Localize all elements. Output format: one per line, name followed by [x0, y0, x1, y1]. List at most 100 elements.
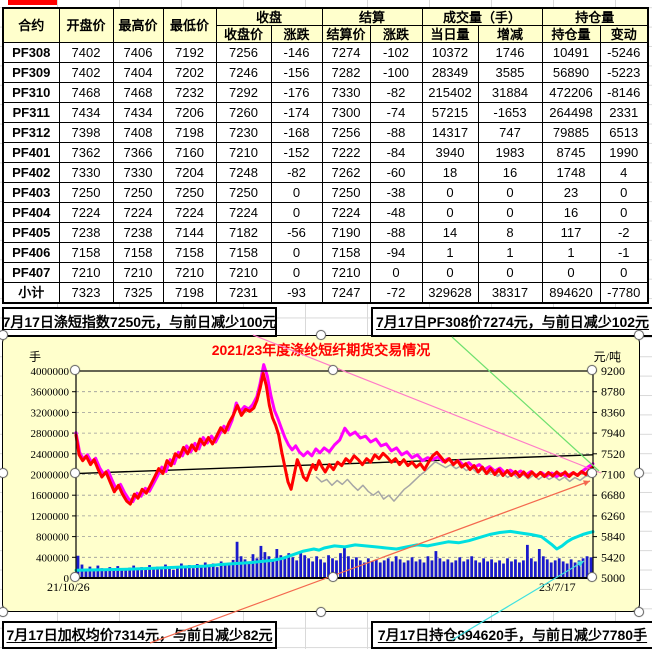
chart-selection-handle[interactable] — [316, 607, 326, 617]
chart-selection-handle[interactable] — [634, 330, 644, 340]
value-cell[interactable]: 18 — [421, 162, 479, 183]
value-cell[interactable]: -93 — [270, 282, 323, 304]
contract-cell[interactable]: PF406 — [2, 242, 60, 263]
value-cell[interactable]: -60 — [369, 162, 423, 183]
value-cell[interactable]: 1 — [421, 242, 479, 263]
contract-cell[interactable]: PF309 — [2, 62, 60, 83]
value-cell[interactable]: 7210 — [321, 262, 371, 283]
value-cell[interactable]: 7247 — [321, 282, 371, 304]
value-cell[interactable]: 79885 — [541, 122, 601, 143]
value-cell[interactable]: -1 — [599, 242, 649, 263]
value-cell[interactable]: 7330 — [58, 162, 114, 183]
value-cell[interactable]: 7248 — [215, 162, 272, 183]
value-cell[interactable]: 0 — [421, 262, 479, 283]
value-cell[interactable]: -5246 — [599, 42, 649, 63]
table-row[interactable]: PF309 7402 7404 7202 7246 -156 7282 -100 28349 35… — [2, 62, 649, 83]
value-cell[interactable]: 7330 — [112, 162, 164, 183]
plot-selection-handle[interactable] — [587, 365, 597, 375]
value-cell[interactable]: -38 — [369, 182, 423, 203]
value-cell[interactable]: 7182 — [215, 222, 272, 243]
plot-selection-handle[interactable] — [328, 572, 338, 582]
value-cell[interactable]: 0 — [421, 202, 479, 223]
value-cell[interactable]: 329628 — [421, 282, 479, 304]
value-cell[interactable]: 7250 — [112, 182, 164, 203]
value-cell[interactable]: 894620 — [541, 282, 601, 304]
value-cell[interactable]: 10491 — [541, 42, 601, 63]
contract-cell[interactable]: PF311 — [2, 102, 60, 123]
value-cell[interactable]: 7398 — [58, 122, 114, 143]
value-cell[interactable]: 0 — [541, 262, 601, 283]
value-cell[interactable]: 7434 — [58, 102, 114, 123]
value-cell[interactable]: -82 — [369, 82, 423, 103]
value-cell[interactable]: 7238 — [58, 222, 114, 243]
value-cell[interactable]: 7246 — [215, 62, 272, 83]
table-row[interactable]: PF403 7250 7250 7250 7250 0 7250 -38 0 0 23 0 — [2, 182, 649, 203]
value-cell[interactable]: 7468 — [58, 82, 114, 103]
value-cell[interactable]: 1 — [477, 242, 543, 263]
contract-cell[interactable]: PF310 — [2, 82, 60, 103]
table-row[interactable]: PF405 7238 7238 7144 7182 -56 7190 -88 14 8 117 -2 — [2, 222, 649, 243]
table-row[interactable]: PF407 7210 7210 7210 7210 0 7210 0 0 0 0 0 — [2, 262, 649, 283]
value-cell[interactable]: 57215 — [421, 102, 479, 123]
value-cell[interactable]: 7366 — [112, 142, 164, 163]
value-cell[interactable]: 7158 — [58, 242, 114, 263]
contract-cell[interactable]: PF401 — [2, 142, 60, 163]
value-cell[interactable]: -82 — [270, 162, 323, 183]
value-cell[interactable]: 7198 — [162, 122, 217, 143]
value-cell[interactable]: 7224 — [58, 202, 114, 223]
value-cell[interactable]: 7250 — [321, 182, 371, 203]
value-cell[interactable]: 0 — [270, 182, 323, 203]
value-cell[interactable]: -2 — [599, 222, 649, 243]
value-cell[interactable]: 7204 — [162, 162, 217, 183]
value-cell[interactable]: 0 — [477, 182, 543, 203]
table-row[interactable]: PF308 7402 7406 7192 7256 -146 7274 -102 10372 17… — [2, 42, 649, 63]
value-cell[interactable]: 7144 — [162, 222, 217, 243]
value-cell[interactable]: 7362 — [58, 142, 114, 163]
value-cell[interactable]: 7292 — [215, 82, 272, 103]
value-cell[interactable]: 7325 — [112, 282, 164, 304]
value-cell[interactable]: 7192 — [162, 42, 217, 63]
value-cell[interactable]: 6513 — [599, 122, 649, 143]
value-cell[interactable]: 0 — [421, 182, 479, 203]
value-cell[interactable]: -94 — [369, 242, 423, 263]
value-cell[interactable]: 28349 — [421, 62, 479, 83]
value-cell[interactable]: -88 — [369, 122, 423, 143]
value-cell[interactable]: 10372 — [421, 42, 479, 63]
value-cell[interactable]: -48 — [369, 202, 423, 223]
contract-cell[interactable]: PF402 — [2, 162, 60, 183]
contract-cell[interactable]: PF308 — [2, 42, 60, 63]
value-cell[interactable]: 0 — [599, 182, 649, 203]
value-cell[interactable]: 0 — [270, 262, 323, 283]
value-cell[interactable]: 7402 — [58, 42, 114, 63]
value-cell[interactable]: 1748 — [541, 162, 601, 183]
value-cell[interactable]: 7202 — [162, 62, 217, 83]
value-cell[interactable]: 7210 — [58, 262, 114, 283]
value-cell[interactable]: 7224 — [112, 202, 164, 223]
value-cell[interactable]: 56890 — [541, 62, 601, 83]
value-cell[interactable]: -5223 — [599, 62, 649, 83]
value-cell[interactable]: -146 — [270, 42, 323, 63]
value-cell[interactable]: 7232 — [162, 82, 217, 103]
value-cell[interactable]: 8 — [477, 222, 543, 243]
value-cell[interactable]: 7323 — [58, 282, 114, 304]
contract-cell[interactable]: PF312 — [2, 122, 60, 143]
value-cell[interactable]: -72 — [369, 282, 423, 304]
table-row[interactable]: PF311 7434 7434 7206 7260 -174 7300 -74 57215 -16… — [2, 102, 649, 123]
value-cell[interactable]: 1746 — [477, 42, 543, 63]
value-cell[interactable]: -152 — [270, 142, 323, 163]
value-cell[interactable]: -174 — [270, 102, 323, 123]
value-cell[interactable]: 7210 — [162, 262, 217, 283]
plot-selection-handle[interactable] — [70, 572, 80, 582]
table-row[interactable]: PF310 7468 7468 7232 7292 -176 7330 -82 215402 31… — [2, 82, 649, 103]
value-cell[interactable]: -156 — [270, 62, 323, 83]
value-cell[interactable]: 264498 — [541, 102, 601, 123]
contract-cell[interactable]: 小计 — [2, 282, 60, 304]
value-cell[interactable]: 0 — [270, 242, 323, 263]
table-row[interactable]: PF406 7158 7158 7158 7158 0 7158 -94 1 1 1 -1 — [2, 242, 649, 263]
value-cell[interactable]: 7408 — [112, 122, 164, 143]
value-cell[interactable]: -100 — [369, 62, 423, 83]
value-cell[interactable]: -56 — [270, 222, 323, 243]
value-cell[interactable]: 0 — [369, 262, 423, 283]
value-cell[interactable]: 7158 — [112, 242, 164, 263]
value-cell[interactable]: -84 — [369, 142, 423, 163]
